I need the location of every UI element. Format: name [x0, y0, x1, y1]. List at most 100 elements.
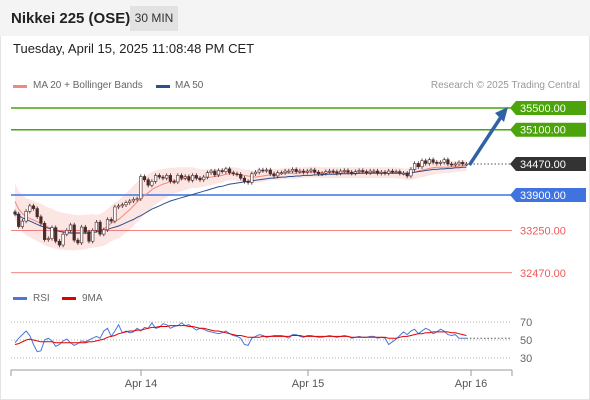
- candle-body: [390, 170, 395, 173]
- candle-body: [35, 208, 39, 218]
- candle-body: [242, 177, 247, 182]
- candle-body: [401, 172, 406, 175]
- level-tag: [510, 157, 586, 171]
- candle-body: [257, 169, 261, 173]
- rsi-tick-label: 30: [520, 353, 532, 365]
- candle-body: [246, 181, 250, 183]
- candle-body: [342, 170, 346, 172]
- candle-body: [54, 227, 58, 242]
- ma50-legend-swatch: [156, 85, 170, 88]
- candle-body: [231, 172, 235, 175]
- candle-body: [168, 175, 173, 182]
- candle-body: [253, 171, 258, 175]
- candle-body: [361, 170, 365, 172]
- candle-body: [183, 176, 187, 179]
- candle-body: [94, 221, 98, 231]
- candle-body: [424, 160, 428, 164]
- candle-body: [142, 176, 147, 181]
- candle-body: [357, 170, 361, 172]
- candle-body: [224, 168, 228, 172]
- time-axis-label: Apr 16: [455, 378, 487, 390]
- candle-body: [420, 160, 424, 168]
- candle-body: [113, 206, 117, 222]
- candle-body: [353, 171, 358, 174]
- candle-body: [283, 170, 287, 174]
- candle-body: [191, 175, 195, 181]
- candle-body: [379, 171, 383, 174]
- candle-body: [161, 176, 165, 179]
- candle-body: [198, 177, 202, 181]
- level-label: 33900.00: [520, 190, 566, 202]
- timeframe-badge[interactable]: 30 MIN: [130, 6, 178, 31]
- candle-body: [57, 240, 61, 246]
- candle-body: [446, 159, 450, 165]
- time-axis-label: Apr 15: [292, 378, 324, 390]
- candle-body: [250, 173, 254, 183]
- candle-body: [128, 200, 132, 203]
- candle-body: [24, 211, 28, 222]
- candle-body: [146, 179, 150, 186]
- candle-body: [13, 211, 17, 215]
- candle-body: [442, 159, 446, 163]
- candle-body: [28, 205, 32, 212]
- candle-body: [309, 169, 313, 172]
- candle-body: [375, 170, 380, 174]
- rsi-legend-swatch: [13, 297, 27, 300]
- candle-body: [453, 163, 457, 166]
- candle-body: [76, 239, 80, 244]
- candle-body: [91, 230, 95, 242]
- bollinger-band: [15, 160, 467, 251]
- header-bar: [0, 0, 590, 36]
- candle-body: [338, 170, 343, 174]
- level-tag: [510, 100, 586, 115]
- candle-body: [150, 181, 154, 186]
- candle-body: [449, 163, 454, 166]
- candle-body: [305, 170, 309, 173]
- candle-body: [350, 171, 354, 174]
- candle-body: [213, 170, 217, 176]
- candle-body: [316, 171, 321, 175]
- candle-body: [131, 199, 136, 202]
- candle-body: [42, 222, 47, 240]
- candle-body: [290, 169, 295, 172]
- candle-body: [154, 175, 158, 182]
- candle-body: [409, 169, 413, 177]
- candle-body: [276, 172, 280, 177]
- candle-body: [179, 175, 184, 179]
- ma9-legend-swatch: [62, 297, 76, 300]
- candle-body: [124, 202, 128, 206]
- candle-body: [102, 229, 106, 235]
- candle-body: [346, 170, 350, 173]
- candle-body: [324, 171, 328, 174]
- level-label: 32470.00: [520, 268, 566, 280]
- candle-body: [228, 168, 232, 174]
- candle-body: [17, 213, 21, 227]
- candle-body: [279, 172, 284, 175]
- candle-body: [105, 219, 110, 231]
- candle-body: [165, 175, 169, 179]
- candle-body: [65, 230, 69, 235]
- candle-body: [313, 169, 317, 173]
- candle-body: [46, 238, 50, 240]
- candle-body: [272, 173, 276, 177]
- candle-body: [220, 170, 224, 172]
- candle-body: [461, 162, 465, 165]
- copyright-notice: Research © 2025 Trading Central: [430, 80, 580, 91]
- candle-body: [268, 169, 272, 175]
- candle-body: [427, 159, 432, 164]
- candle-body: [464, 163, 469, 166]
- candle-body: [335, 171, 339, 174]
- candle-body: [109, 219, 113, 222]
- level-label: 33250.00: [520, 225, 566, 237]
- candle-body: [327, 170, 332, 173]
- candle-body: [301, 170, 306, 173]
- candle-body: [157, 175, 161, 178]
- candle-body: [368, 170, 372, 174]
- ma9-legend-label: 9MA: [82, 293, 103, 304]
- candle-body: [331, 170, 335, 173]
- level-label: 34470.00: [520, 159, 566, 171]
- candle-body: [398, 171, 402, 174]
- candle-body: [239, 174, 243, 179]
- candle-body: [298, 170, 302, 173]
